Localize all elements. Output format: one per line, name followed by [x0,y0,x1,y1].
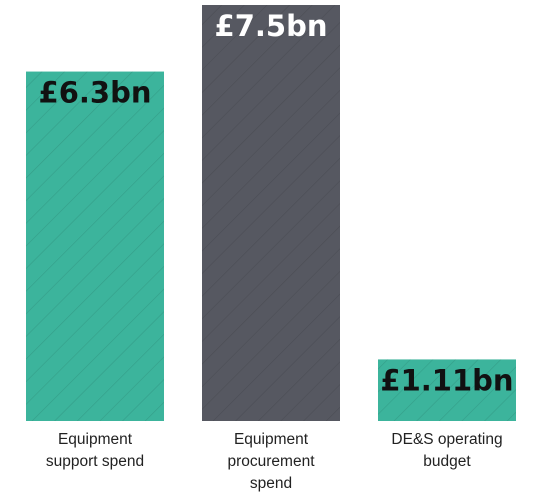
category-label-2-line-3: spend [250,475,292,492]
value-label-1: £6.3bn [39,76,152,110]
bar-hatch-1 [26,71,164,421]
value-labels-group: £6.3bn £7.5bn £1.11bn [39,9,514,397]
category-label-1-line-1: Equipment [58,431,133,448]
category-label-3-line-2: budget [423,453,471,470]
value-label-2: £7.5bn [215,9,328,43]
category-label-2-line-1: Equipment [234,431,309,448]
category-label-1-line-2: support spend [46,453,144,470]
category-label-3-line-1: DE&S operating [391,431,502,448]
category-labels-group: Equipment support spend Equipment procureme… [46,431,503,492]
bar-hatch-3 [378,359,516,421]
bars-group [26,5,516,421]
value-label-3: £1.11bn [380,363,513,397]
category-label-2-line-2: procurement [227,453,315,470]
bar-hatch-2 [202,5,340,421]
